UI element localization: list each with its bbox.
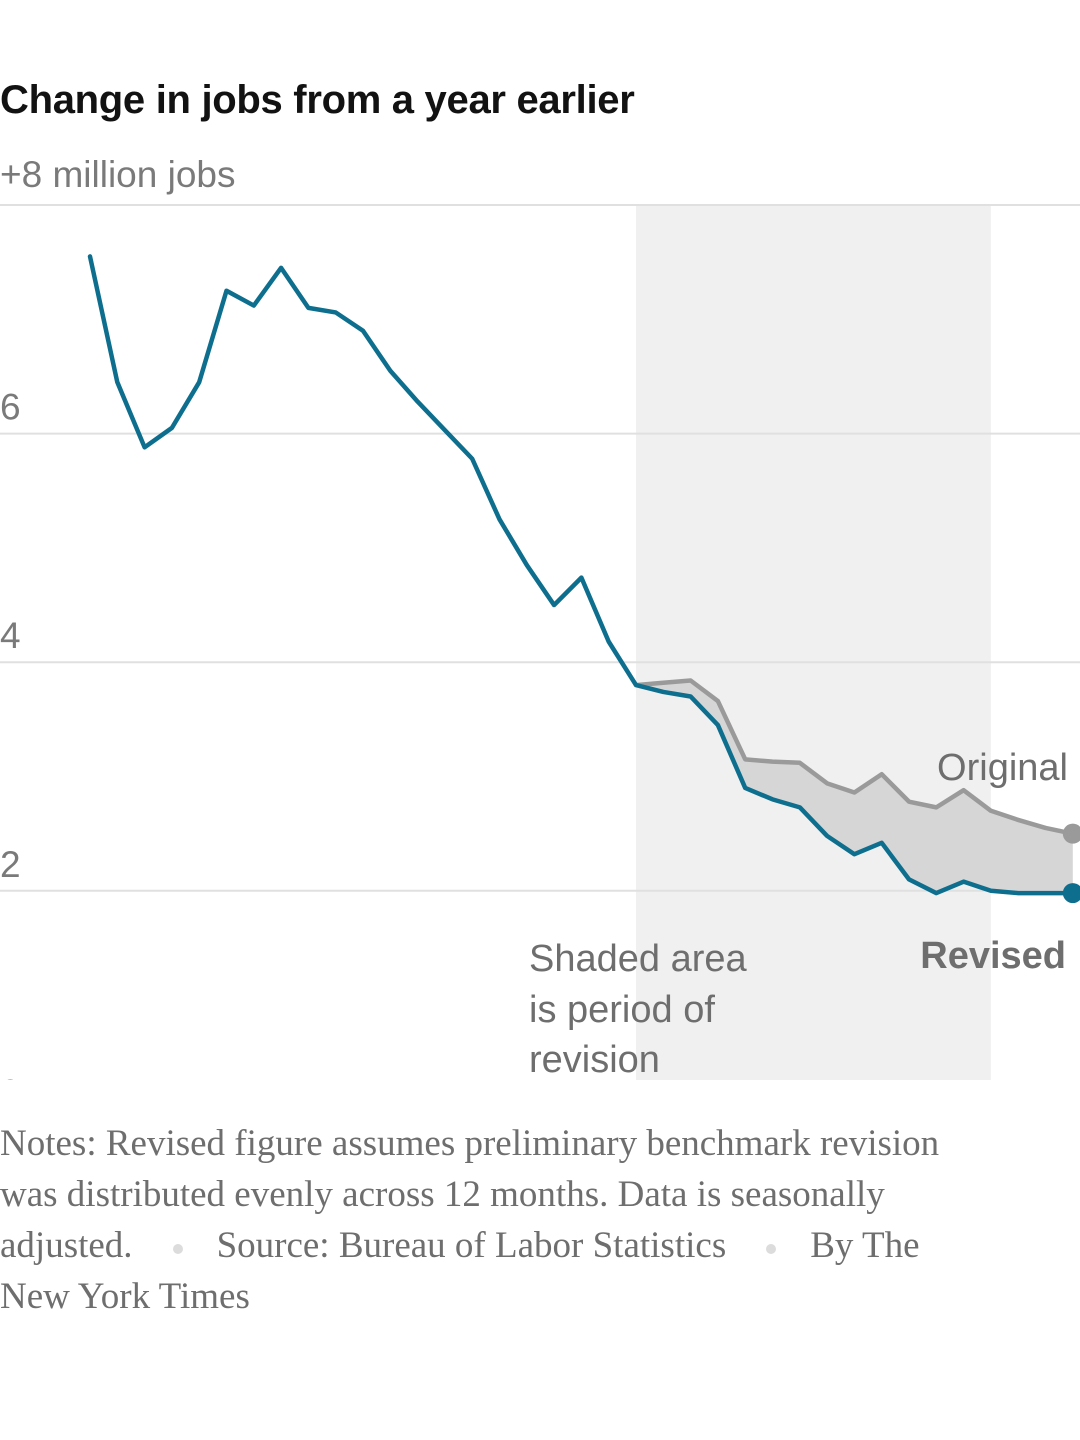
separator-dot [766,1243,777,1254]
chart-notes: Notes: Revised figure assumes preliminar… [0,1118,1080,1322]
series-line-original [633,678,1076,836]
revision-period-shade [636,205,991,1080]
y-tick-label: 4 [0,615,21,656]
y-tick-label: 0 [0,1072,21,1090]
y-tick-label: 6 [0,387,21,428]
notes-line: adjusted. Source: Bureau of Labor Statist… [0,1220,1080,1271]
byline-start: By The [810,1225,920,1266]
chart-title: Change in jobs from a year earlier [0,78,635,122]
notes-line: New York Times [0,1276,250,1317]
y-axis-unit-label: +8 million jobs [0,154,236,195]
series-label-original: Original [937,747,1068,789]
line-chart: 6 4 2 0 Original Revised Shaded area is per… [0,204,1080,1090]
revision-difference-area [636,680,1073,894]
notes-end: adjusted. [0,1225,133,1266]
series-label-revised: Revised [920,935,1066,977]
separator-dot [172,1243,183,1254]
y-tick-label: 2 [0,844,21,885]
series-end-dot-original [1062,823,1080,844]
shaded-area-annotation: Shaded area is period of revision [529,938,757,1081]
notes-line: Notes: Revised figure assumes preliminar… [0,1123,940,1164]
notes-line: was distributed evenly across 12 months.… [0,1174,885,1215]
series-end-dot-revised [1062,883,1080,904]
series-line-revised [87,254,1076,896]
source-credit: Source: Bureau of Labor Statistics [216,1225,727,1266]
